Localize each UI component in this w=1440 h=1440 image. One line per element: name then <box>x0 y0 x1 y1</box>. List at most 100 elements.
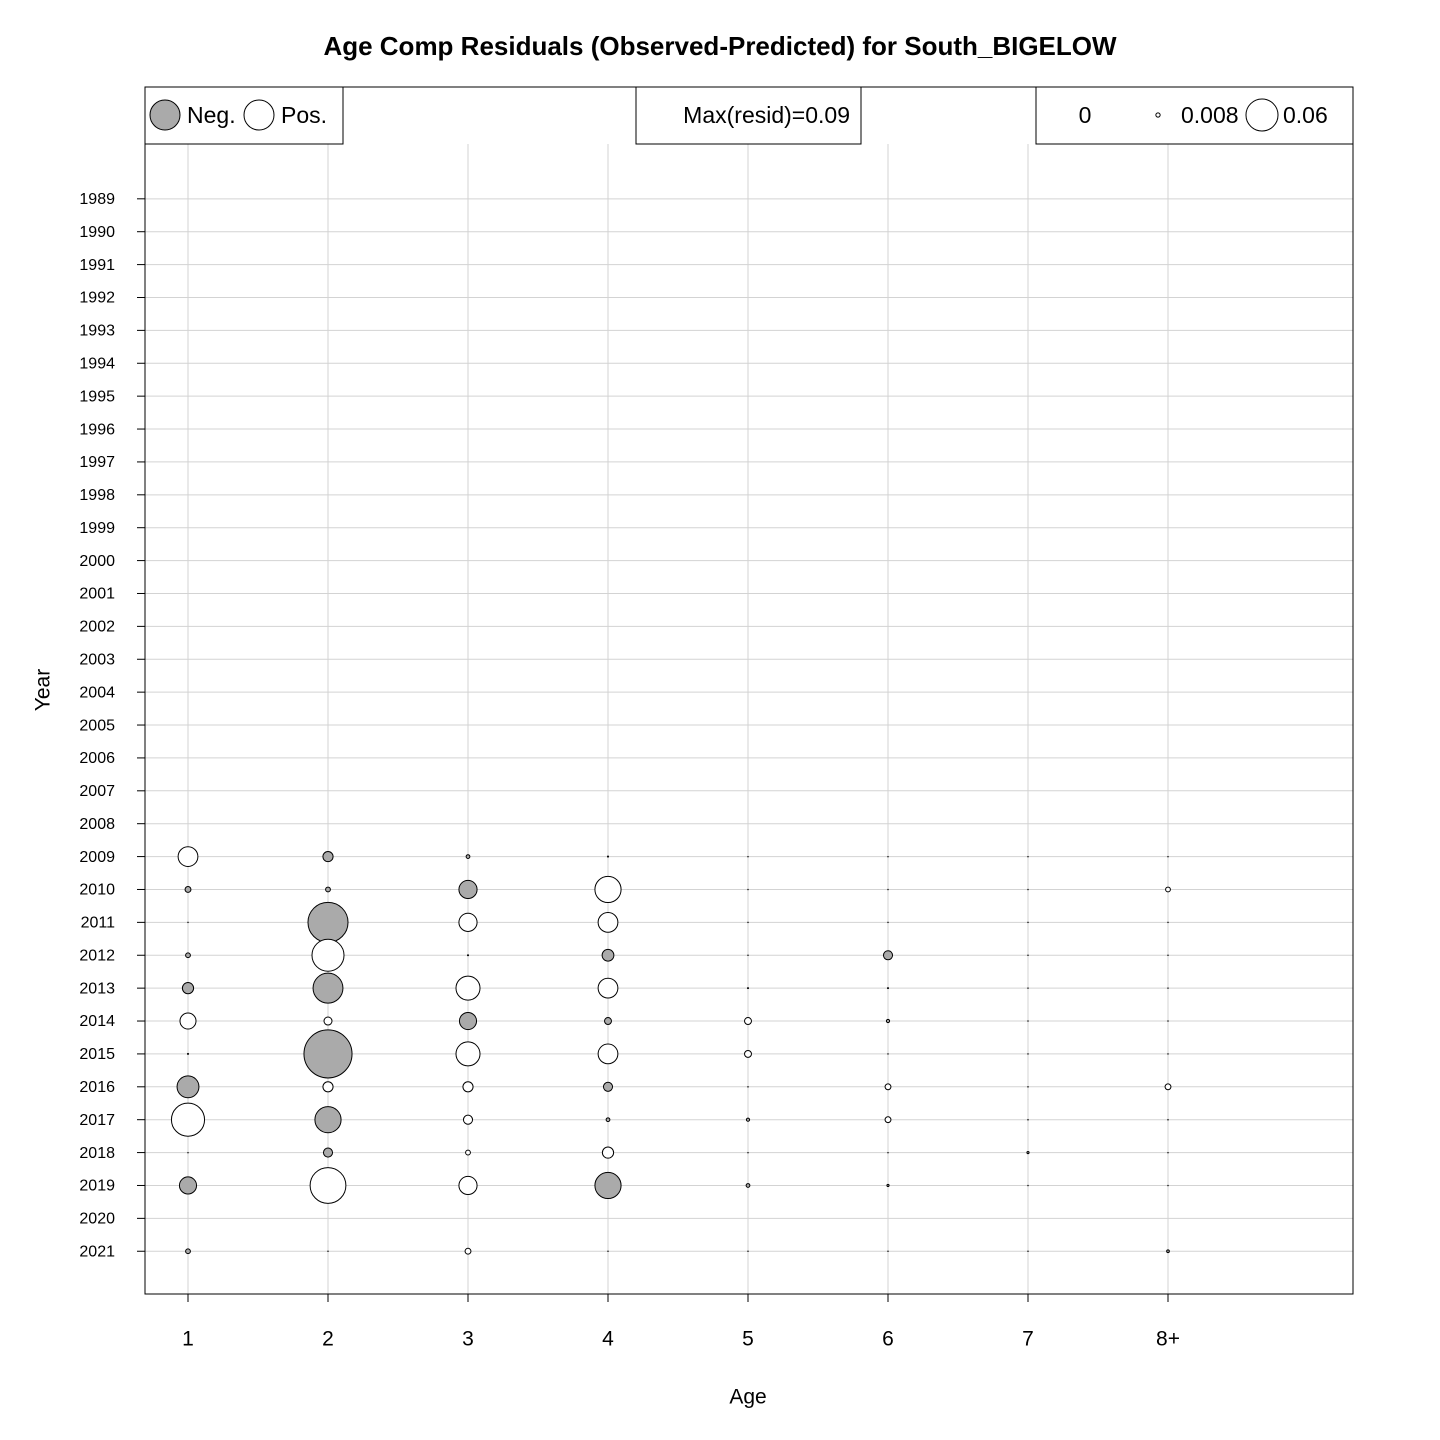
bubble <box>597 911 619 933</box>
legend-size-bubble <box>1245 98 1279 132</box>
x-tick-label: 7 <box>1022 1328 1034 1351</box>
bubble <box>1167 987 1169 989</box>
bubble <box>322 851 334 863</box>
bubble <box>466 954 470 957</box>
bubble <box>181 982 195 995</box>
bubble <box>747 954 749 957</box>
legend-size-label: 0.06 <box>1283 102 1328 128</box>
bubble <box>464 1247 472 1255</box>
y-tick-label: 2016 <box>79 1079 115 1096</box>
bubble <box>458 1175 478 1196</box>
bubble <box>594 1171 622 1200</box>
y-tick-label: 2000 <box>79 553 115 570</box>
bubble <box>458 912 478 932</box>
bubble <box>886 987 890 990</box>
bubble <box>1026 1151 1030 1155</box>
y-tick-label: 2015 <box>79 1046 115 1063</box>
bubble <box>187 1151 189 1154</box>
y-tick-label: 1992 <box>79 290 115 307</box>
bubble <box>1167 1151 1169 1154</box>
bubble <box>594 875 622 904</box>
x-tick-label: 1 <box>182 1328 194 1351</box>
bubble <box>607 1250 609 1253</box>
y-tick-label: 1999 <box>79 520 115 537</box>
bubble <box>887 1250 889 1253</box>
y-tick-label: 2001 <box>79 586 115 603</box>
bubble <box>601 948 615 962</box>
bubble <box>1027 855 1029 858</box>
y-tick-label: 2011 <box>81 915 116 932</box>
y-tick-label: 2020 <box>79 1211 115 1228</box>
bubble <box>1167 1020 1169 1022</box>
bubble <box>1167 1118 1169 1121</box>
bubble <box>322 1147 334 1158</box>
y-tick-label: 2007 <box>79 783 115 800</box>
y-tick-label: 1997 <box>79 454 115 471</box>
legend-label: Neg. <box>187 102 236 128</box>
legend-label: Pos. <box>281 102 327 128</box>
bubble <box>747 1151 749 1154</box>
bubble <box>1027 1118 1029 1121</box>
legend-box <box>1035 86 1354 145</box>
bubble <box>179 1012 197 1030</box>
bubble <box>455 975 481 1001</box>
x-tick-label: 6 <box>882 1328 894 1351</box>
bubble <box>601 1146 615 1159</box>
bubble <box>323 1016 333 1026</box>
x-tick-label: 5 <box>742 1328 754 1351</box>
y-tick-label: 2018 <box>79 1145 115 1162</box>
bubble <box>1027 987 1029 989</box>
y-tick-label: 1995 <box>79 388 115 405</box>
bubble <box>177 846 199 867</box>
bubble <box>1165 886 1171 893</box>
bubble <box>882 950 894 961</box>
bubble <box>314 1106 342 1134</box>
y-tick-label: 2014 <box>79 1013 115 1030</box>
bubble <box>187 921 189 924</box>
bubble <box>746 987 750 990</box>
bubble <box>327 1250 329 1253</box>
y-axis-label: Year <box>32 669 55 711</box>
y-tick-label: 2013 <box>79 980 115 997</box>
bubble <box>884 1116 892 1124</box>
bubble <box>185 952 191 959</box>
bubble <box>744 1049 752 1058</box>
legend-size-bubble <box>1155 112 1161 118</box>
bubble <box>886 1183 890 1188</box>
bubble <box>747 855 749 858</box>
x-tick-label: 3 <box>462 1328 474 1351</box>
bubble <box>885 1018 891 1024</box>
y-tick-label: 1991 <box>79 257 115 274</box>
bubble <box>186 1052 190 1055</box>
bubble <box>1167 1184 1169 1187</box>
y-tick-label: 2002 <box>79 619 115 636</box>
x-tick-label: 4 <box>602 1328 614 1351</box>
bubble <box>597 1043 619 1065</box>
bubble <box>887 921 889 924</box>
bubble <box>602 1081 614 1092</box>
y-tick-label: 2006 <box>79 750 115 767</box>
legend-pos-swatch <box>243 99 275 131</box>
bubble <box>465 854 471 859</box>
bubble <box>185 1248 191 1255</box>
bubble <box>462 1114 474 1125</box>
bubble <box>1027 1086 1029 1088</box>
y-tick-label: 1996 <box>79 421 115 438</box>
bubble <box>1027 954 1029 957</box>
bubble <box>455 1041 481 1067</box>
bubble <box>606 855 610 858</box>
y-tick-label: 2009 <box>79 849 115 866</box>
bubble <box>1027 1053 1029 1055</box>
bubble <box>465 1149 471 1156</box>
bubble <box>604 1017 612 1025</box>
y-tick-label: 2019 <box>79 1178 115 1195</box>
bubble <box>176 1075 200 1099</box>
bubble <box>1167 954 1169 957</box>
y-tick-label: 2008 <box>79 816 115 833</box>
y-tick-label: 1990 <box>79 224 115 241</box>
legend-box <box>635 86 862 145</box>
bubble <box>1027 1184 1029 1187</box>
bubble <box>1027 1250 1029 1253</box>
